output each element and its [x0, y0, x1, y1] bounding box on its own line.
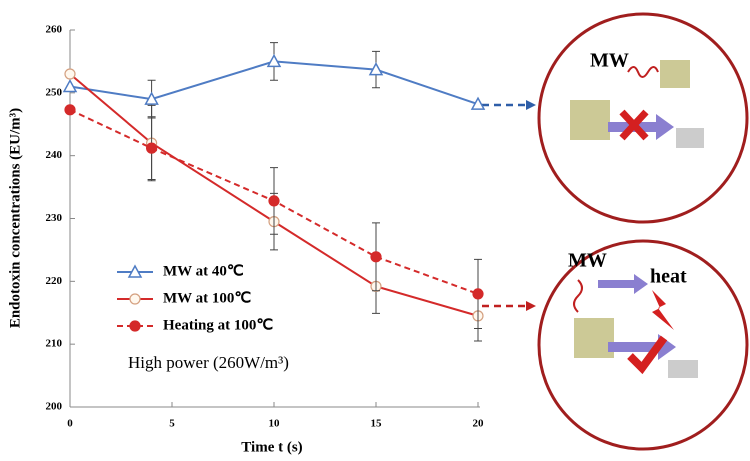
legend-label: MW at 100℃: [163, 290, 251, 306]
diagram-label: heat: [650, 266, 687, 288]
marker: [64, 68, 76, 80]
molecule: [570, 100, 610, 140]
y-tick-label: 260: [46, 24, 63, 36]
y-tick-label: 220: [46, 275, 63, 287]
lightning: [652, 290, 674, 330]
legend-marker: [127, 264, 143, 278]
marker: [268, 195, 280, 207]
molecule: [660, 60, 690, 88]
marker: [472, 288, 484, 300]
marker: [368, 62, 384, 76]
arrowhead: [526, 100, 536, 110]
arrow: [598, 274, 648, 294]
y-tick-label: 250: [46, 86, 63, 98]
molecule: [574, 318, 614, 358]
legend-marker: [129, 320, 141, 332]
check: [627, 335, 668, 375]
x-tick-label: 5: [169, 418, 175, 430]
marker: [146, 142, 158, 154]
marker: [144, 91, 159, 105]
y-tick-label: 240: [46, 149, 63, 161]
arrowhead: [526, 301, 536, 311]
diagram-top: MW: [537, 12, 749, 224]
y-tick-label: 210: [46, 338, 63, 350]
marker: [266, 53, 282, 68]
arrow: [608, 114, 674, 140]
y-tick-label: 230: [46, 212, 63, 224]
cross: [619, 109, 649, 141]
molecule: [676, 128, 704, 148]
legend-marker: [129, 293, 141, 305]
marker: [62, 78, 78, 93]
x-tick-label: 10: [269, 418, 281, 430]
wave: [573, 279, 583, 313]
annotation: High power (260W/m³): [128, 353, 289, 372]
marker: [470, 96, 486, 110]
marker: [370, 251, 382, 263]
wave: [627, 66, 659, 78]
diagram-label: MW: [568, 250, 607, 272]
y-tick-label: 200: [46, 401, 63, 413]
legend-label: Heating at 100℃: [163, 317, 273, 333]
y-axis-label: Endotoxin concentrations (EU/m³): [7, 108, 23, 328]
x-tick-label: 20: [473, 418, 485, 430]
x-tick-label: 0: [67, 418, 73, 430]
molecule: [668, 360, 698, 378]
marker: [64, 104, 76, 116]
x-tick-label: 15: [371, 418, 383, 430]
diagram-bottom: MW heat: [537, 239, 749, 451]
legend-label: MW at 40℃: [163, 263, 244, 279]
diagram-label: MW: [590, 50, 629, 72]
x-axis-label: Time t (s): [241, 439, 302, 455]
